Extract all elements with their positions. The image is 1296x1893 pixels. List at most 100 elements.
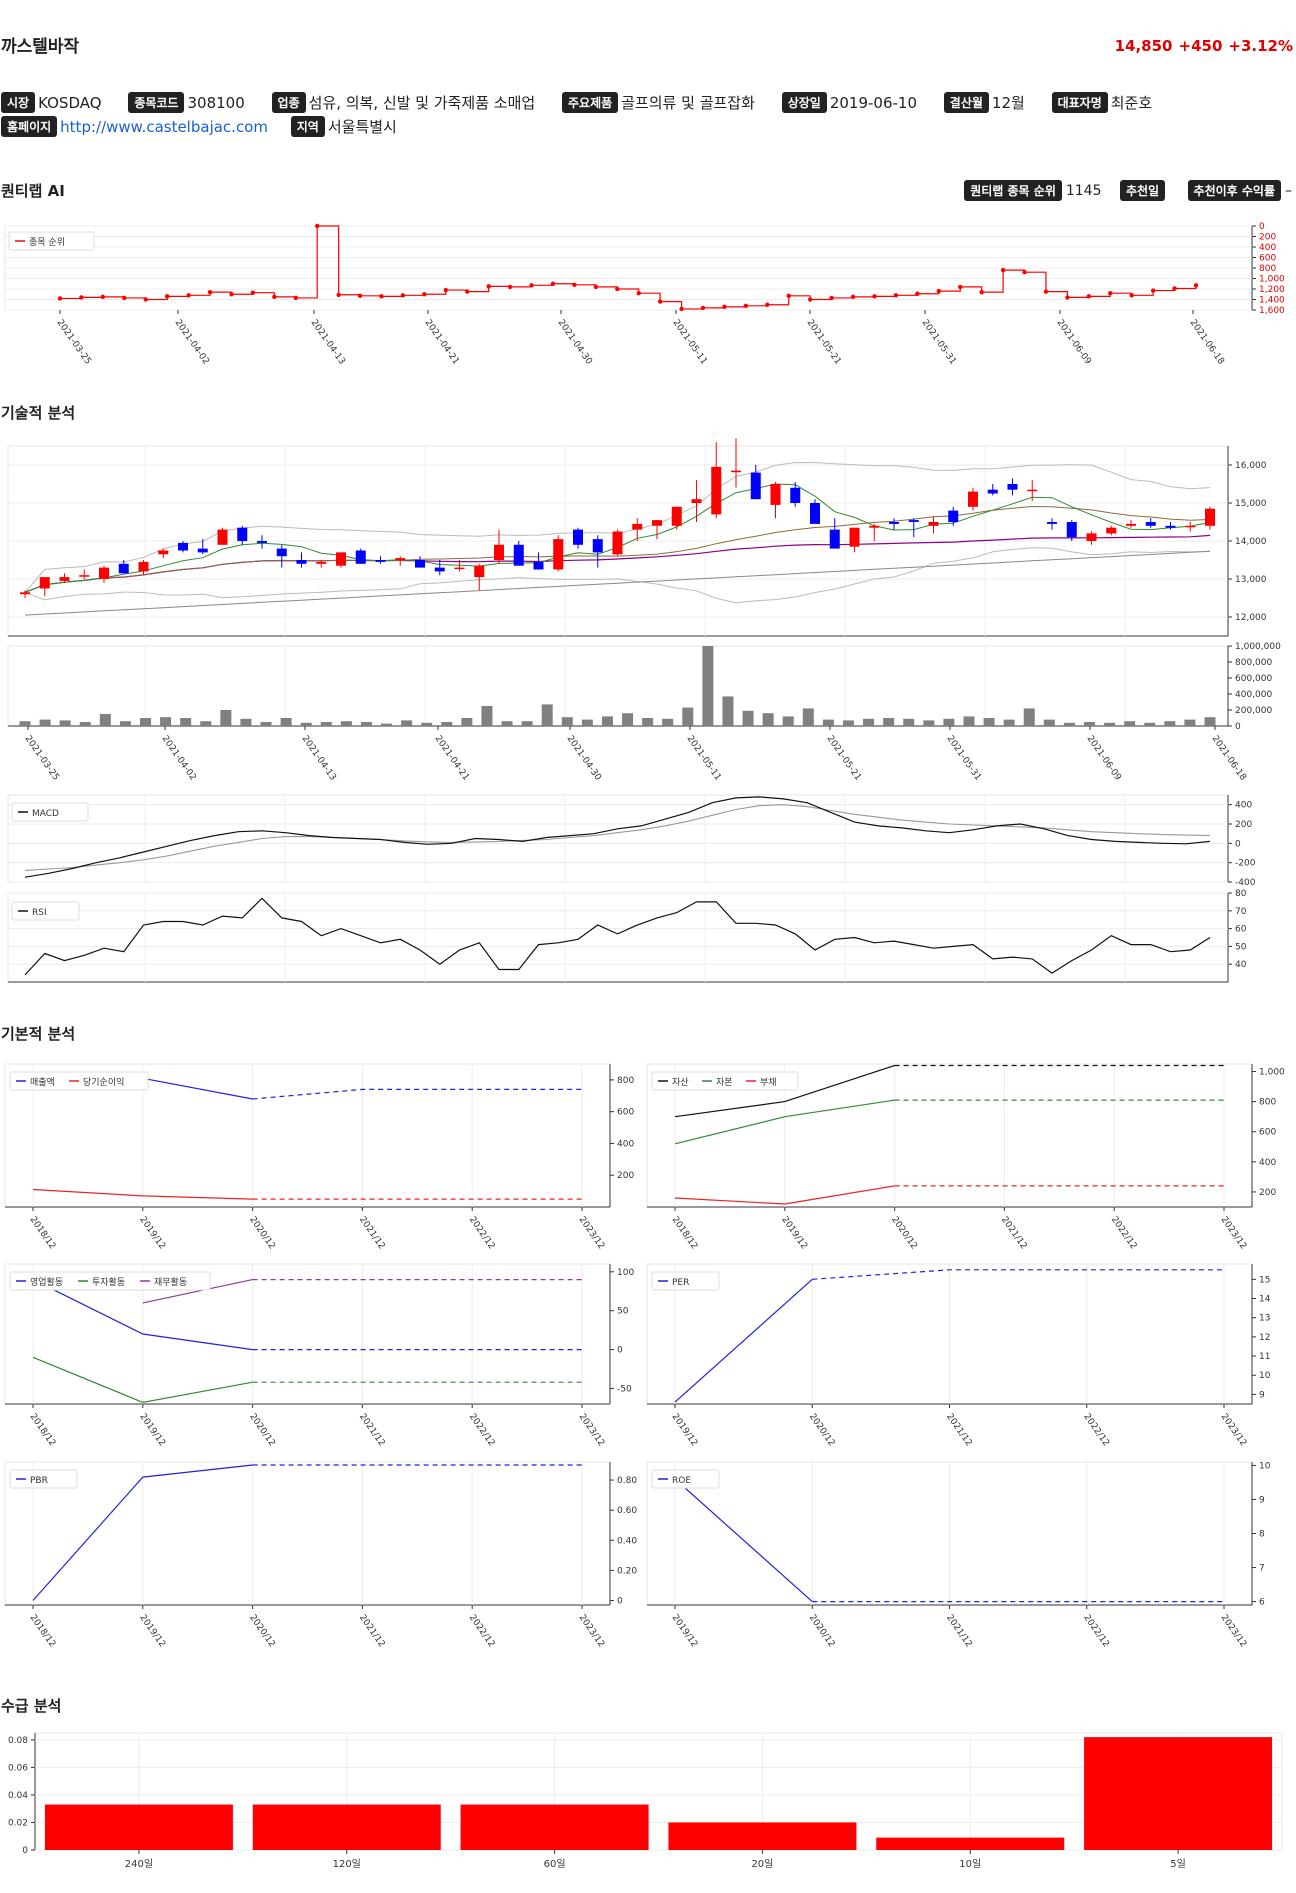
candle-body (59, 577, 70, 581)
rank-chart-x-tick-label: 2021-04-21 (423, 318, 461, 367)
volume-bar (19, 721, 31, 726)
balance-chart-0-line (674, 1064, 895, 1118)
candle-body (316, 561, 327, 564)
volume-chart-x-tick-label: 2021-05-31 (945, 734, 983, 783)
revenue-chart-legend-label: 매출액 (30, 1076, 55, 1088)
rank-point (229, 292, 234, 297)
pbr-chart-y-tick-label: 0.40 (617, 1536, 637, 1546)
current-price: 14,850 (1114, 37, 1173, 55)
per-chart-legend-label: PER (672, 1278, 689, 1288)
candle-body (158, 550, 169, 555)
rank-point (79, 295, 84, 300)
rank-chart-y-tick-label: 1,400 (1259, 296, 1285, 306)
cashflow-chart-0-line (32, 1279, 253, 1351)
rank-point (422, 292, 427, 297)
candle-body (1086, 533, 1097, 541)
pbr-chart-x-tick-label: 2022/12 (467, 1613, 497, 1649)
balance-chart-y-tick-label: 800 (1259, 1098, 1276, 1108)
candle-body (731, 470, 741, 473)
supply-chart-x-tick-label: 120일 (333, 1858, 361, 1870)
revenue-chart-x-tick-label: 2018/12 (28, 1215, 58, 1251)
volume-bar (140, 718, 152, 726)
cashflow-chart-x-tick-label: 2020/12 (247, 1412, 277, 1448)
per-chart-0-line (674, 1278, 813, 1403)
rank-point (1193, 283, 1199, 288)
candle-body (296, 560, 307, 564)
rank-point (443, 287, 449, 293)
candle-body (533, 561, 544, 570)
supply-chart-y-tick-label: 0.08 (8, 1736, 28, 1746)
volume-chart-y-tick-label: 400,000 (1235, 690, 1272, 700)
macd-chart-y-tick-label: -200 (1235, 859, 1256, 869)
listing-value: 2019-06-10 (829, 94, 917, 112)
price-chart-y-tick-label: 12,000 (1235, 613, 1267, 623)
roe-chart-y-tick-label: 7 (1259, 1564, 1265, 1574)
price-chart-y-tick-label: 14,000 (1235, 537, 1267, 547)
per-chart-x-tick-label: 2020/12 (807, 1412, 837, 1448)
pbr-chart-y-tick-label: 0.20 (617, 1566, 637, 1576)
rank-chart-legend-box (8, 231, 95, 251)
rank-point (400, 293, 406, 298)
candle-body (454, 567, 465, 570)
macd-chart-y-tick-label: 400 (1235, 801, 1252, 811)
volume-bar (340, 721, 352, 726)
return-value: – (1285, 183, 1292, 199)
volume-bar (923, 720, 935, 726)
pbr-chart-legend-box (9, 1469, 78, 1489)
candle-body (750, 472, 761, 500)
cashflow-chart-legend-label: 투자활동 (92, 1276, 125, 1288)
roe-chart-y-tick-label: 9 (1259, 1495, 1265, 1505)
supply-section-title: 수급 분석 (1, 1697, 62, 1715)
volume-bar (561, 717, 573, 726)
per-chart-y-tick-label: 12 (1259, 1333, 1270, 1343)
homepage-link[interactable]: http://www.castelbajac.com (60, 118, 268, 136)
rank-point (850, 294, 856, 300)
per-chart-y-tick-label: 14 (1259, 1295, 1271, 1305)
rank-point (1150, 288, 1156, 293)
supply-chart-frame (34, 1732, 1283, 1851)
fundamental-section-title: 기본적 분석 (1, 1025, 76, 1043)
cashflow-chart-x-tick-label: 2018/12 (28, 1412, 58, 1448)
pbr-chart-y-tick-label: 0 (617, 1596, 623, 1606)
rsi-chart-y-tick-label: 50 (1235, 942, 1247, 952)
candle-body (138, 561, 149, 572)
candle-body (375, 560, 386, 562)
volume-bar (39, 719, 51, 726)
rank-point (807, 297, 813, 302)
revenue-chart-x-tick-label: 2019/12 (137, 1215, 167, 1251)
per-chart-y-tick-label: 10 (1259, 1371, 1271, 1381)
rsi-chart-legend-box (11, 901, 80, 921)
rank-chart-x-tick-label: 2021-06-09 (1055, 318, 1093, 367)
rank-chart-legend-label: 종목 순위 (29, 237, 65, 248)
candle-body (395, 558, 406, 560)
pbr-chart-frame (4, 1461, 611, 1606)
candle-body (178, 542, 188, 551)
price-chart-y-tick-label: 16,000 (1235, 461, 1267, 471)
price-chart-y-tick-label: 15,000 (1235, 499, 1267, 509)
volume-bar (762, 713, 774, 726)
bollinger-lower (24, 547, 1211, 604)
market-value: KOSDAQ (38, 94, 102, 112)
volume-bar (883, 718, 895, 726)
volume-bar (260, 722, 272, 726)
balance-chart-x-tick-label: 2020/12 (889, 1215, 919, 1251)
cashflow-chart-y-tick-label: 50 (617, 1307, 629, 1317)
balance-chart-y-tick-label: 600 (1259, 1128, 1276, 1138)
volume-bar (802, 708, 814, 726)
volume-chart-y-tick-label: 1,000,000 (1235, 642, 1281, 652)
volume-bar (461, 718, 473, 726)
revenue-chart-x-tick-label: 2022/12 (467, 1215, 497, 1251)
rank-chart-x-tick-label: 2021-05-21 (805, 318, 843, 367)
supply-bar (876, 1837, 1065, 1850)
cashflow-chart-x-tick-label: 2021/12 (357, 1412, 387, 1448)
rank-point (507, 284, 513, 290)
volume-bar (822, 719, 834, 726)
rank-point (1108, 291, 1113, 296)
rank-point (679, 306, 684, 312)
per-chart-x-tick-label: 2019/12 (670, 1412, 700, 1448)
rank-point (700, 305, 706, 311)
revenue-chart-0-line (142, 1077, 253, 1100)
candle-body (987, 489, 998, 494)
candle-body (39, 577, 50, 589)
